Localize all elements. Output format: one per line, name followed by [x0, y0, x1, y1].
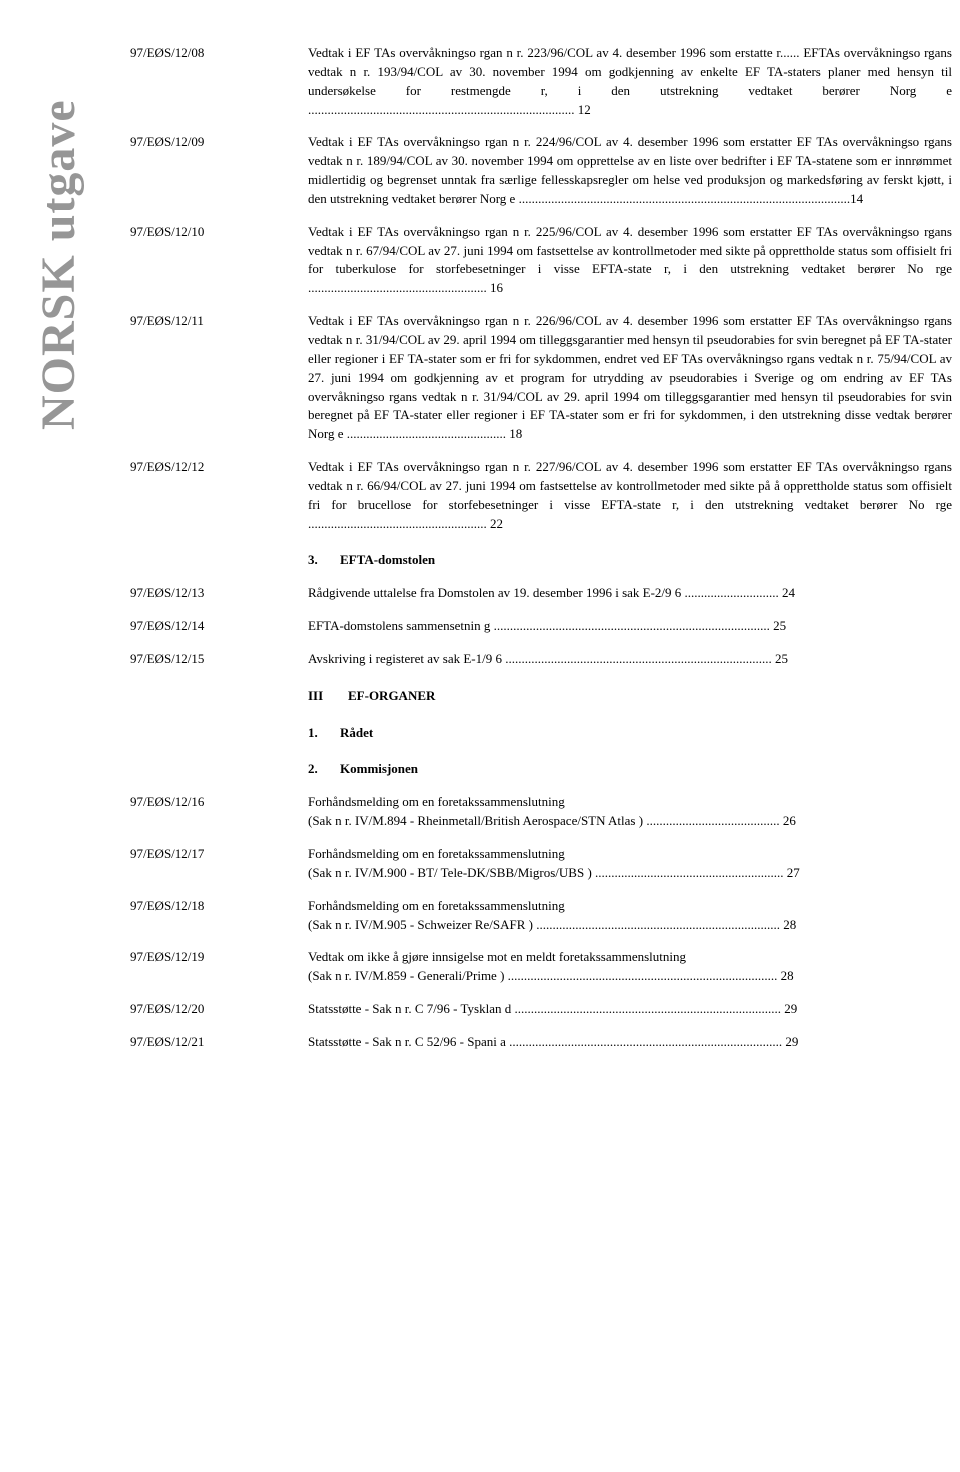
entry-ref: 97/EØS/12/18 [130, 897, 308, 916]
toc-entry: 97/EØS/12/16 Forhåndsmelding om en foret… [130, 793, 952, 831]
section-heading: 2. Kommisjonen [308, 760, 952, 779]
section-label: Kommisjonen [340, 760, 418, 779]
entry-text: Forhåndsmelding om en foretakssammenslut… [308, 793, 952, 831]
entry-text: Vedtak om ikke å gjøre innsigelse mot en… [308, 948, 952, 986]
entry-text: Vedtak i EF TAs overvåkningso rgan n r. … [308, 133, 952, 208]
entry-line2: (Sak n r. IV/M.900 - BT/ Tele-DK/SBB/Mig… [308, 864, 952, 883]
entry-ref: 97/EØS/12/16 [130, 793, 308, 812]
toc-entry: 97/EØS/12/08 Vedtak i EF TAs overvåkning… [130, 44, 952, 119]
toc-entry: 97/EØS/12/21 Statsstøtte - Sak n r. C 52… [130, 1033, 952, 1052]
toc-entry: 97/EØS/12/17 Forhåndsmelding om en foret… [130, 845, 952, 883]
section-number: 2. [308, 760, 340, 779]
toc-entry: 97/EØS/12/09 Vedtak i EF TAs overvåkning… [130, 133, 952, 208]
entry-line2: (Sak n r. IV/M.894 - Rheinmetall/British… [308, 812, 952, 831]
toc-entry: 97/EØS/12/19 Vedtak om ikke å gjøre inns… [130, 948, 952, 986]
entry-line1: Vedtak om ikke å gjøre innsigelse mot en… [308, 948, 952, 967]
section-number: 1. [308, 724, 340, 743]
entry-text: Vedtak i EF TAs overvåkningso rgan n r. … [308, 458, 952, 533]
toc-entry: 97/EØS/12/15 Avskriving i registeret av … [130, 650, 952, 669]
part-label: EF-ORGANER [348, 687, 435, 706]
toc-entry: 97/EØS/12/11 Vedtak i EF TAs overvåkning… [130, 312, 952, 444]
entry-line2: (Sak n r. IV/M.859 - Generali/Prime ) ..… [308, 967, 952, 986]
entry-ref: 97/EØS/12/15 [130, 650, 308, 669]
toc-entry: 97/EØS/12/13 Rådgivende uttalelse fra Do… [130, 584, 952, 603]
entry-line1: Forhåndsmelding om en foretakssammenslut… [308, 793, 952, 812]
entry-text: Vedtak i EF TAs overvåkningso rgan n r. … [308, 44, 952, 119]
section-label: EFTA-domstolen [340, 551, 435, 570]
entry-ref: 97/EØS/12/20 [130, 1000, 308, 1019]
entry-text: EFTA-domstolens sammensetnin g .........… [308, 617, 952, 636]
entry-text: Rådgivende uttalelse fra Domstolen av 19… [308, 584, 952, 603]
entry-line1: Forhåndsmelding om en foretakssammenslut… [308, 897, 952, 916]
entry-ref: 97/EØS/12/08 [130, 44, 308, 63]
section-heading: 3. EFTA-domstolen [308, 551, 952, 570]
toc-entry: 97/EØS/12/14 EFTA-domstolens sammensetni… [130, 617, 952, 636]
toc-entry: 97/EØS/12/12 Vedtak i EF TAs overvåkning… [130, 458, 952, 533]
entry-line1: Forhåndsmelding om en foretakssammenslut… [308, 845, 952, 864]
part-heading: III EF-ORGANER [308, 687, 952, 706]
entry-ref: 97/EØS/12/21 [130, 1033, 308, 1052]
toc-entry: 97/EØS/12/20 Statsstøtte - Sak n r. C 7/… [130, 1000, 952, 1019]
entry-text: Statsstøtte - Sak n r. C 7/96 - Tysklan … [308, 1000, 952, 1019]
entry-text: Avskriving i registeret av sak E-1/9 6 .… [308, 650, 952, 669]
entry-text: Statsstøtte - Sak n r. C 52/96 - Spani a… [308, 1033, 952, 1052]
toc-entry: 97/EØS/12/18 Forhåndsmelding om en foret… [130, 897, 952, 935]
section-number: 3. [308, 551, 340, 570]
entry-ref: 97/EØS/12/19 [130, 948, 308, 967]
section-heading: 1. Rådet [308, 724, 952, 743]
part-number: III [308, 687, 348, 706]
section-label: Rådet [340, 724, 373, 743]
entry-ref: 97/EØS/12/13 [130, 584, 308, 603]
entry-text: Vedtak i EF TAs overvåkningso rgan n r. … [308, 312, 952, 444]
entry-ref: 97/EØS/12/11 [130, 312, 308, 331]
entry-line2: (Sak n r. IV/M.905 - Schweizer Re/SAFR )… [308, 916, 952, 935]
page-content: 97/EØS/12/08 Vedtak i EF TAs overvåkning… [130, 44, 952, 1066]
toc-entry: 97/EØS/12/10 Vedtak i EF TAs overvåkning… [130, 223, 952, 298]
entry-ref: 97/EØS/12/12 [130, 458, 308, 477]
entry-ref: 97/EØS/12/10 [130, 223, 308, 242]
entry-text: Forhåndsmelding om en foretakssammenslut… [308, 845, 952, 883]
entry-ref: 97/EØS/12/09 [130, 133, 308, 152]
entry-ref: 97/EØS/12/14 [130, 617, 308, 636]
entry-ref: 97/EØS/12/17 [130, 845, 308, 864]
entry-text: Forhåndsmelding om en foretakssammenslut… [308, 897, 952, 935]
entry-text: Vedtak i EF TAs overvåkningso rgan n r. … [308, 223, 952, 298]
sidebar-title: NORSK utgave [24, 99, 94, 430]
